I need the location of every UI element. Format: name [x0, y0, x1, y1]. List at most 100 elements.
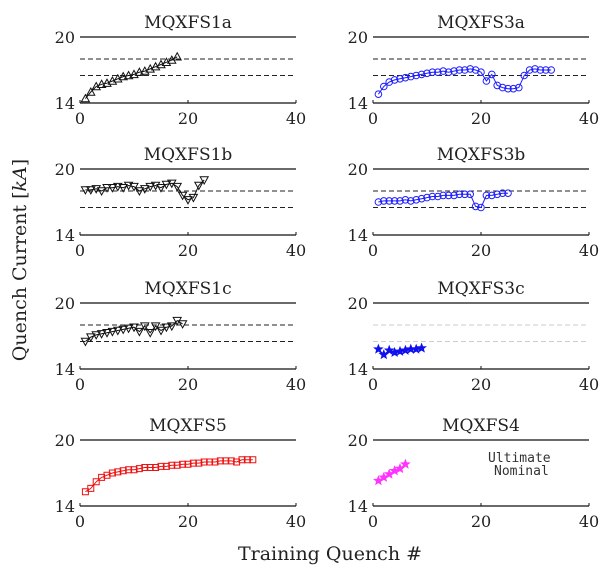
legend-item-ultimate: Ultimate	[488, 451, 551, 466]
data-point	[211, 458, 219, 466]
data-point	[123, 181, 134, 191]
data-point	[193, 181, 204, 191]
data-point	[156, 326, 166, 336]
data-point	[488, 191, 496, 200]
data-point	[417, 194, 426, 203]
x-tick-label: 40	[286, 109, 306, 128]
x-tick-label: 20	[178, 375, 198, 394]
x-tick-label: 0	[368, 241, 378, 260]
x-tick-label: 20	[178, 241, 198, 260]
panel-mqxfs4: MQXFS4 14 20 0 20 40	[348, 416, 600, 531]
y-tick-label: 14	[348, 226, 368, 245]
panel-title: MQXFS1a	[144, 13, 232, 33]
data-point	[102, 184, 112, 193]
panel-title: MQXFS3c	[437, 279, 524, 299]
x-tick-label: 0	[75, 512, 85, 531]
x-tick-label: 20	[178, 109, 198, 128]
x-tick-label: 40	[579, 109, 599, 128]
data-point	[172, 51, 183, 61]
data-point	[135, 465, 143, 473]
data-point	[92, 478, 100, 486]
data-point	[380, 197, 388, 205]
data-point	[123, 70, 134, 80]
data-point	[488, 70, 496, 79]
data-point	[145, 182, 156, 192]
data-point	[129, 182, 139, 192]
panel-grid: MQXFS1a 14 20 0 20 40 MQXFS3a 14 20 0 20 40 MQXFS1b 1…	[55, 13, 600, 531]
data-point	[374, 198, 383, 206]
data-point	[401, 196, 410, 204]
data-point	[112, 182, 123, 192]
x-axis-label: Training Quench #	[238, 543, 422, 565]
data-point	[396, 75, 404, 83]
data-point	[531, 65, 539, 73]
x-tick-label: 0	[75, 375, 85, 394]
data-point	[107, 327, 118, 337]
data-point	[450, 191, 458, 200]
data-point	[466, 65, 475, 73]
data-point	[96, 187, 107, 197]
x-tick-label: 20	[471, 241, 491, 260]
panel-mqxfs3b: MQXFS3b 14 20 0 20 40	[348, 145, 600, 260]
y-tick-label: 14	[348, 94, 368, 113]
y-axis-label: Quench Current [kA]	[9, 159, 31, 361]
data-point	[150, 322, 161, 332]
x-tick-label: 40	[579, 512, 599, 531]
data-point	[139, 322, 150, 332]
data-point	[400, 458, 411, 469]
data-point	[461, 190, 469, 199]
x-tick-label: 0	[368, 109, 378, 128]
y-tick-label: 20	[55, 28, 75, 47]
data-point	[444, 191, 453, 200]
data-point	[498, 189, 507, 197]
data-point	[390, 76, 399, 84]
data-point	[118, 184, 129, 193]
data-point	[184, 460, 192, 468]
data-point	[412, 196, 421, 204]
data-point	[161, 180, 172, 190]
y-tick-label: 20	[348, 28, 368, 47]
data-point	[103, 471, 111, 479]
data-point	[123, 324, 134, 334]
data-point	[482, 77, 491, 85]
y-tick-label: 14	[55, 226, 75, 245]
x-tick-label: 20	[471, 109, 491, 128]
series-line	[378, 192, 508, 209]
data-point	[385, 197, 394, 205]
data-point	[390, 197, 399, 205]
y-axis-label-main: Quench Current	[9, 199, 31, 361]
data-point	[81, 488, 89, 496]
data-point	[91, 331, 102, 340]
y-tick-label: 14	[348, 497, 368, 516]
data-point	[428, 68, 437, 76]
data-point	[509, 84, 518, 93]
series-line	[85, 319, 183, 342]
data-point	[477, 68, 485, 76]
data-point	[102, 329, 112, 338]
data-point	[96, 330, 107, 339]
data-point	[428, 192, 437, 201]
data-point	[471, 202, 480, 211]
data-point	[423, 193, 431, 202]
data-point	[455, 66, 464, 74]
data-point	[118, 71, 129, 81]
data-point	[173, 461, 181, 469]
y-tick-label: 20	[348, 160, 368, 179]
y-tick-label: 14	[55, 497, 75, 516]
x-tick-label: 40	[286, 241, 306, 260]
data-point	[134, 327, 145, 337]
panel-mqxfs1b: MQXFS1b 14 20 0 20 40	[55, 145, 307, 260]
data-point	[183, 196, 193, 205]
data-point	[152, 464, 160, 471]
data-point	[233, 458, 241, 466]
x-tick-label: 40	[579, 241, 599, 260]
data-point	[504, 189, 512, 197]
data-point	[434, 68, 442, 76]
y-tick-label: 20	[348, 431, 368, 450]
data-point	[380, 82, 388, 91]
data-point	[195, 459, 203, 467]
data-point	[177, 191, 188, 201]
panel-mqxfs5: MQXFS5 14 20 0 20 40	[55, 416, 307, 531]
data-point	[108, 469, 116, 477]
